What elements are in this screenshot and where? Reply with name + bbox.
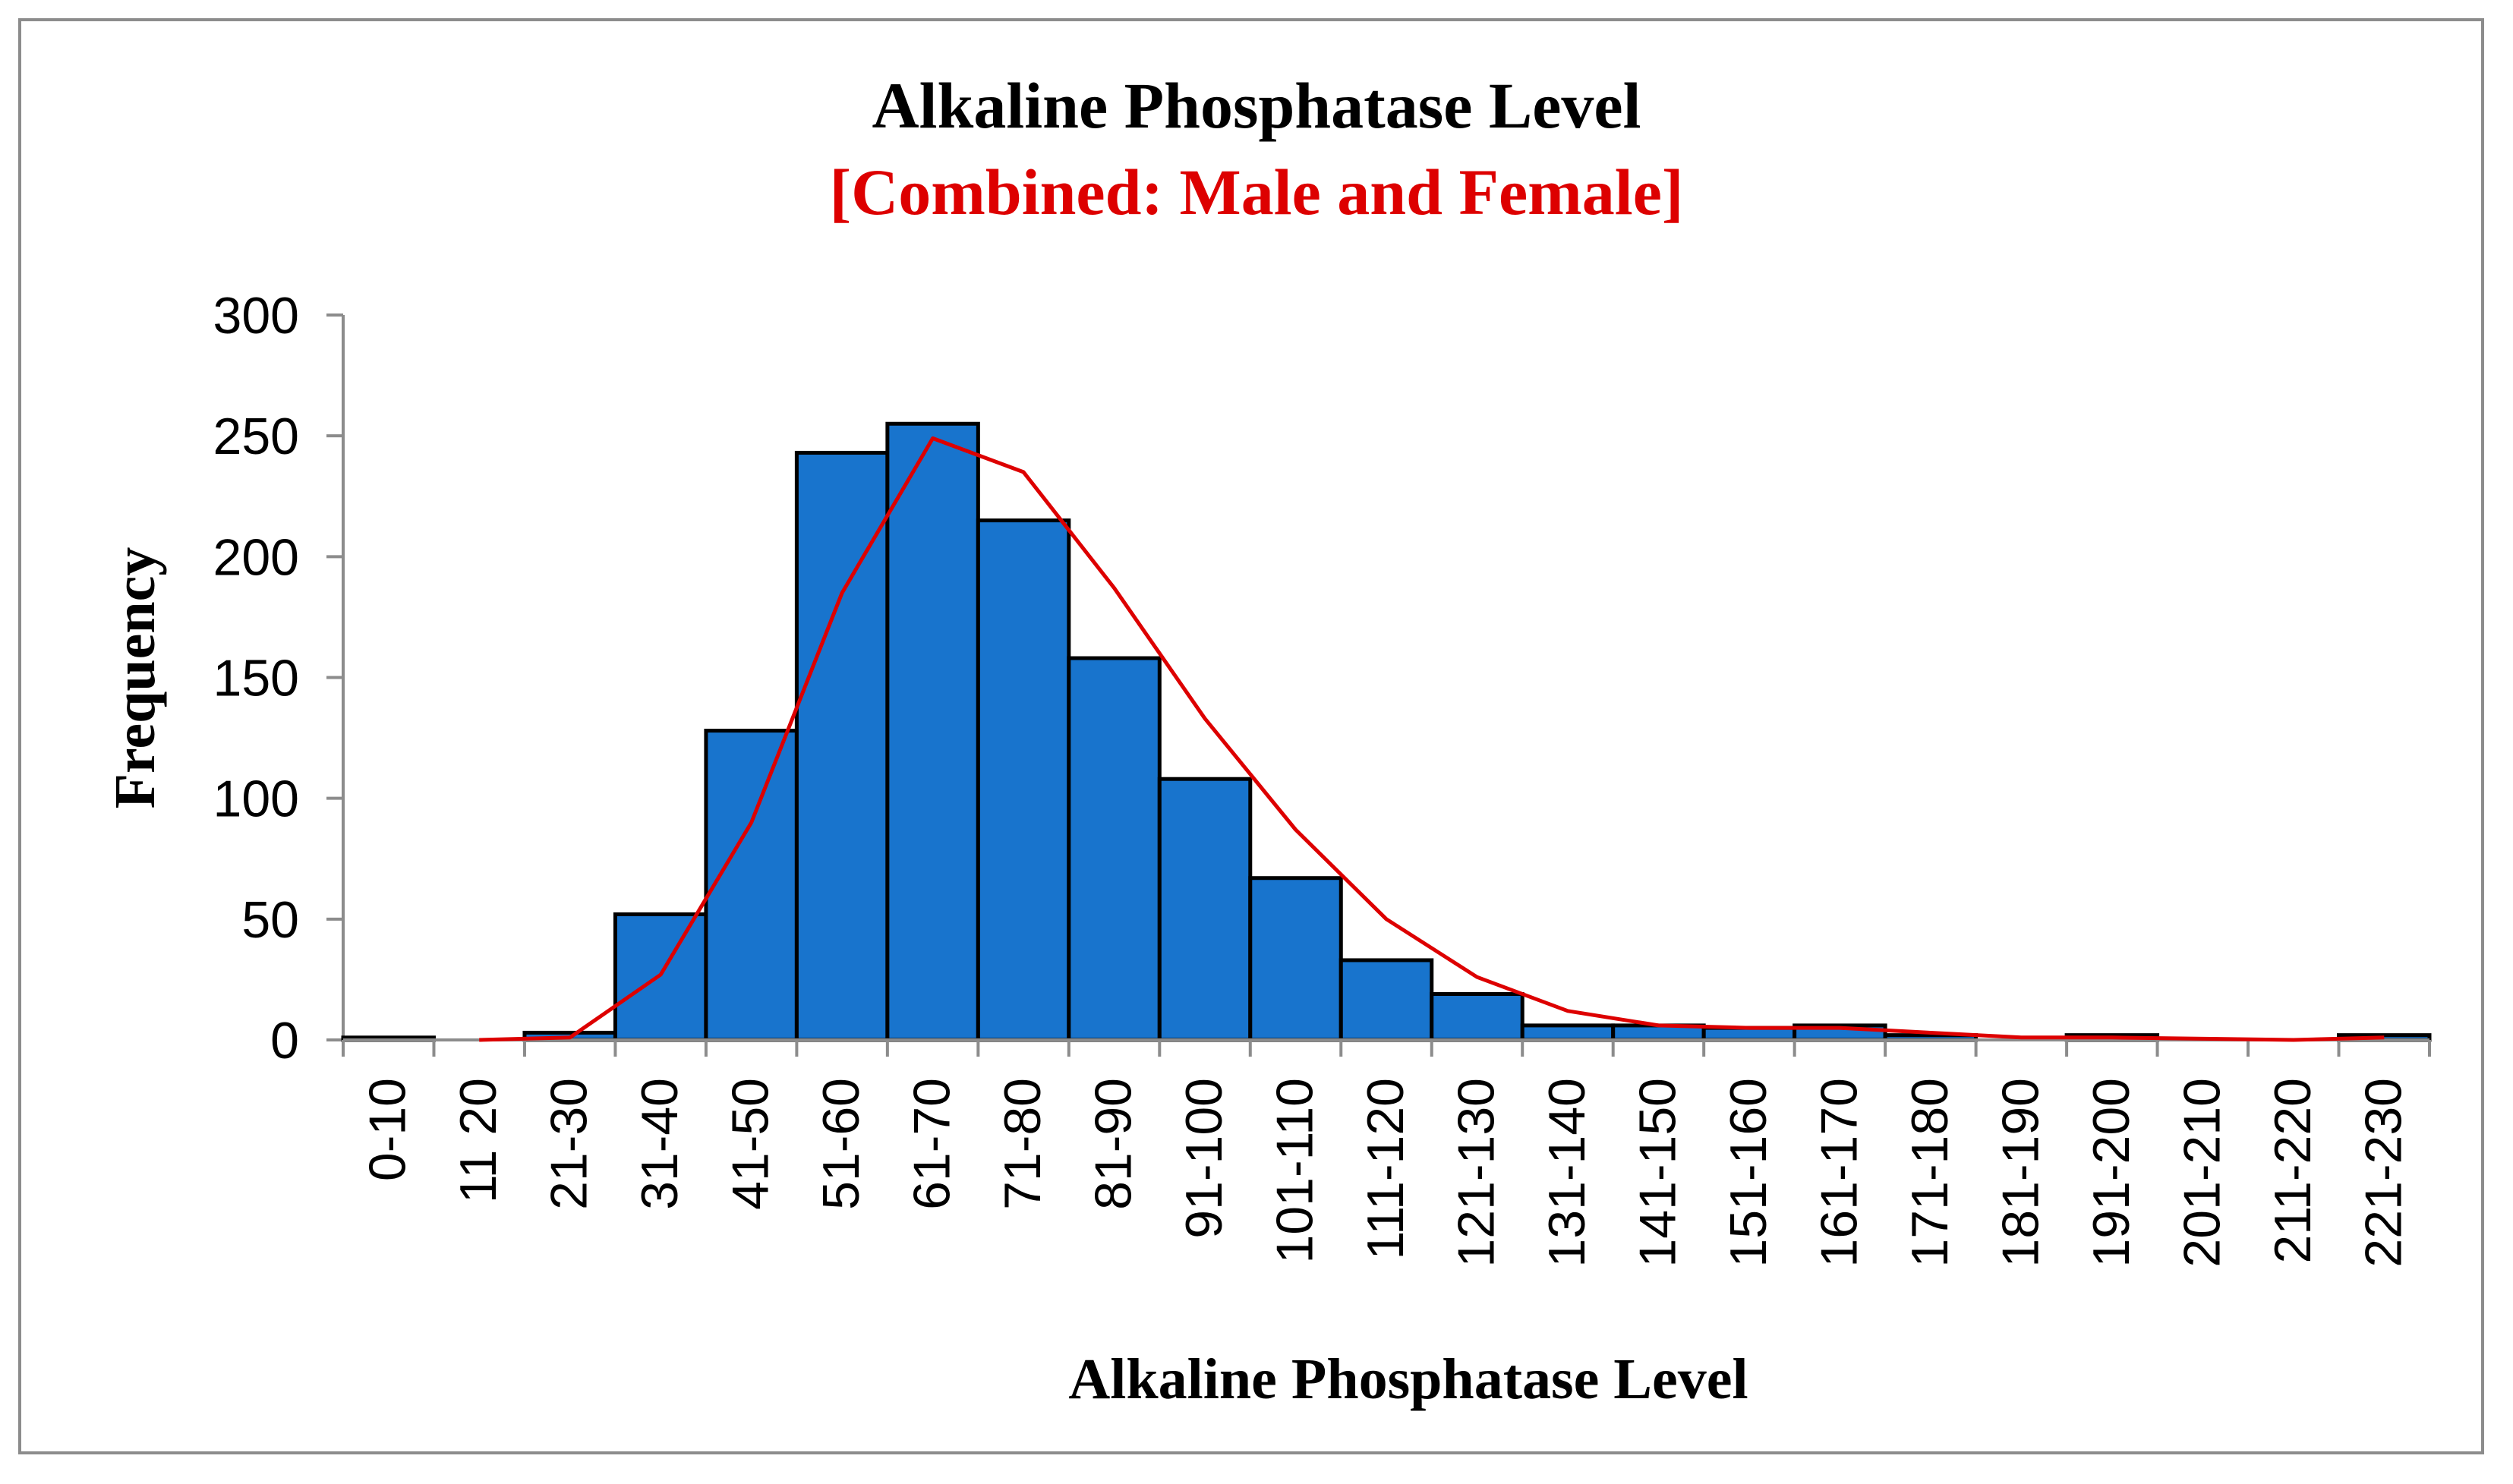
y-tick-label: 300 (213, 287, 299, 345)
x-tick-label: 191-200 (2083, 1078, 2140, 1268)
x-tick-label: 31-40 (631, 1078, 689, 1210)
x-tick-label: 0-10 (359, 1078, 417, 1181)
x-tick-label: 221-230 (2354, 1078, 2412, 1268)
x-tick-label: 141-150 (1629, 1078, 1686, 1268)
x-tick-label: 81-90 (1085, 1078, 1143, 1210)
bar-71-80 (976, 518, 1071, 1042)
bar-31-40 (613, 912, 708, 1042)
chart-subtitle: [Combined: Male and Female] (829, 156, 1683, 228)
y-tick-label: 250 (213, 408, 299, 465)
chart-frame (18, 18, 2484, 1454)
bar-41-50 (704, 729, 799, 1042)
x-tick-label: 171-180 (1901, 1078, 1959, 1268)
x-axis-title: Alkaline Phosphatase Level (1068, 1347, 1748, 1411)
bar-131-140 (1520, 1023, 1616, 1042)
distribution-line (479, 436, 2385, 1042)
y-tick-label: 200 (213, 528, 299, 586)
bar-121-130 (1430, 992, 1525, 1042)
x-tick-label: 201-210 (2173, 1078, 2231, 1268)
x-tick-label: 101-110 (1266, 1078, 1324, 1264)
bar-111-120 (1338, 958, 1434, 1042)
bar-61-70 (885, 421, 980, 1042)
x-tick-label: 51-60 (812, 1078, 870, 1210)
chart-title: Alkaline Phosphatase Level (872, 69, 1641, 142)
x-tick-label: 71-80 (994, 1078, 1052, 1210)
x-tick-label: 131-140 (1538, 1078, 1596, 1268)
bar-51-60 (794, 450, 890, 1042)
plot-area: 0 50 100 150 200 250 300 0-10 11 20 21-30 31-40 41-… (213, 287, 2432, 1268)
y-axis-title: Frequency (103, 547, 167, 809)
y-tick-label: 100 (213, 770, 299, 828)
y-tick-label: 0 (270, 1012, 299, 1070)
x-tick-label: 41-50 (722, 1078, 780, 1210)
x-tick-label: 211-220 (2264, 1078, 2322, 1264)
bar-91-100 (1157, 777, 1253, 1042)
x-tick-label: 111-120 (1357, 1078, 1414, 1259)
bar-101-110 (1248, 876, 1343, 1042)
x-tick-label: 11 20 (449, 1078, 507, 1203)
x-tick-label: 121-130 (1447, 1078, 1505, 1268)
x-tick-label: 151-160 (1720, 1078, 1777, 1268)
x-tick-label: 181-190 (1991, 1078, 2049, 1268)
x-tick-label: 61-70 (903, 1078, 961, 1210)
x-tick-label: 91-100 (1175, 1078, 1233, 1239)
y-tick-label: 50 (241, 891, 299, 949)
bar-81-90 (1067, 656, 1162, 1042)
y-tick-label: 150 (213, 650, 299, 707)
x-tick-label: 161-170 (1810, 1078, 1868, 1268)
x-tick-label: 21-30 (541, 1078, 598, 1210)
